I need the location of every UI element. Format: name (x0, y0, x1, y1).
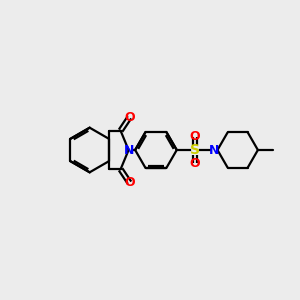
Text: O: O (124, 176, 135, 189)
Text: O: O (190, 157, 200, 170)
Text: O: O (190, 130, 200, 143)
Text: S: S (190, 143, 200, 157)
Text: O: O (124, 111, 135, 124)
Text: N: N (123, 143, 134, 157)
Text: N: N (208, 143, 219, 157)
